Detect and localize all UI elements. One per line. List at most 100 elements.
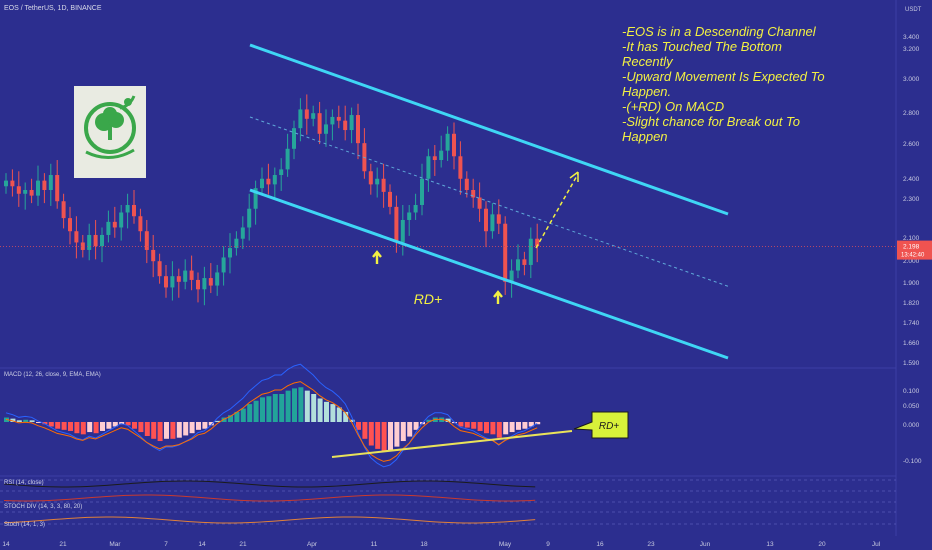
annotation-line: Happen. (622, 84, 672, 99)
time-axis-tick: 21 (59, 541, 67, 548)
macd-bar (61, 422, 67, 430)
up-arrow-icon (372, 250, 382, 264)
candle-down (10, 180, 15, 187)
candle-down (522, 259, 527, 265)
macd-bar (74, 422, 80, 434)
macd-bar (375, 422, 381, 449)
macd-bar (253, 400, 259, 422)
macd-bar (48, 422, 54, 427)
annotation-line: -(+RD) On MACD (622, 99, 725, 114)
candle-down (157, 261, 162, 277)
candle-up (119, 212, 124, 228)
macd-bar (407, 422, 413, 437)
time-axis-tick: 16 (596, 541, 604, 548)
candle-down (343, 120, 348, 131)
time-axis-tick: 23 (647, 541, 655, 548)
macd-bar (349, 419, 355, 422)
macd-bar (528, 422, 534, 427)
macd-bar (151, 422, 157, 439)
macd-bar (42, 422, 48, 425)
price-axis-tick: 1.660 (903, 340, 920, 347)
macd-bar (471, 422, 477, 429)
annotation-line: Recently (622, 54, 673, 69)
countdown-value: 13:42:40 (901, 253, 925, 259)
candle-up (528, 238, 533, 265)
candle-up (445, 133, 450, 151)
macd-bar (93, 422, 99, 434)
candle-up (292, 128, 296, 149)
macd-bar (196, 422, 201, 430)
candle-down (388, 191, 392, 207)
time-axis-tick: May (499, 541, 512, 548)
candle-up (509, 270, 514, 282)
candle-down (132, 204, 136, 217)
macd-bar (394, 422, 400, 447)
macd-bar (157, 422, 163, 442)
candle-up (228, 248, 232, 258)
macd-bar (445, 418, 451, 422)
macd-bar (311, 394, 317, 422)
time-axis-tick: 11 (371, 541, 378, 548)
candle-up (170, 276, 175, 288)
candle-up (221, 257, 226, 273)
candle-up (36, 180, 40, 196)
channel-upper-line (249, 43, 729, 216)
macd-bar (522, 422, 528, 429)
candle-down (503, 223, 508, 282)
candle-up (48, 175, 53, 190)
candle-up (407, 212, 412, 220)
macd-bar (413, 422, 419, 430)
candle-up (240, 227, 245, 239)
time-axis-tick: 14 (2, 541, 10, 548)
candle-down (29, 190, 34, 196)
macd-bar (426, 419, 432, 422)
macd-bar (516, 422, 521, 430)
time-axis-tick: 9 (546, 541, 550, 548)
macd-bar (202, 422, 208, 429)
candle-up (4, 180, 8, 187)
macd-bar (247, 404, 253, 422)
candle-down (432, 156, 437, 161)
forecast-arrow-head (569, 171, 579, 182)
candle-up (100, 234, 104, 247)
candle-down (368, 171, 373, 185)
macd-bar (272, 394, 278, 422)
candle-down (176, 276, 181, 282)
macd-bar (183, 422, 189, 436)
candle-down (458, 156, 463, 179)
macd-bar (144, 422, 150, 436)
candle-up (125, 204, 130, 213)
candle-down (266, 178, 271, 185)
macd-bar (292, 388, 297, 422)
candle-up (260, 178, 264, 189)
macd-bar (100, 422, 105, 431)
candle-down (535, 238, 540, 247)
annotation-line: -Upward Movement Is Expected To (622, 69, 825, 84)
stoch-title: Stoch (14, 1, 3) (4, 522, 45, 528)
time-axis-tick: Apr (307, 541, 318, 548)
macd-bar (16, 420, 22, 422)
oscillator-line (3, 516, 536, 524)
candle-down (138, 216, 143, 232)
time-axis-tick: Mar (109, 541, 121, 548)
macd-bar (215, 420, 221, 422)
candle-down (394, 206, 399, 243)
macd-bar (285, 390, 291, 422)
candle-down (477, 197, 482, 209)
price-axis-tick: 2.400 (903, 176, 920, 183)
candle-down (304, 109, 309, 119)
currency-label: USDT (905, 7, 922, 13)
price-axis-tick: 2.100 (903, 235, 920, 242)
candle-up (413, 204, 418, 213)
macd-bar (343, 411, 349, 422)
macd-bar (208, 422, 214, 426)
divergence-line (331, 430, 573, 458)
macd-bar (87, 422, 93, 433)
candle-down (144, 231, 149, 250)
candle-down (16, 186, 21, 194)
macd-bar (10, 418, 16, 422)
candle-up (234, 238, 239, 249)
macd-bar (132, 422, 137, 429)
